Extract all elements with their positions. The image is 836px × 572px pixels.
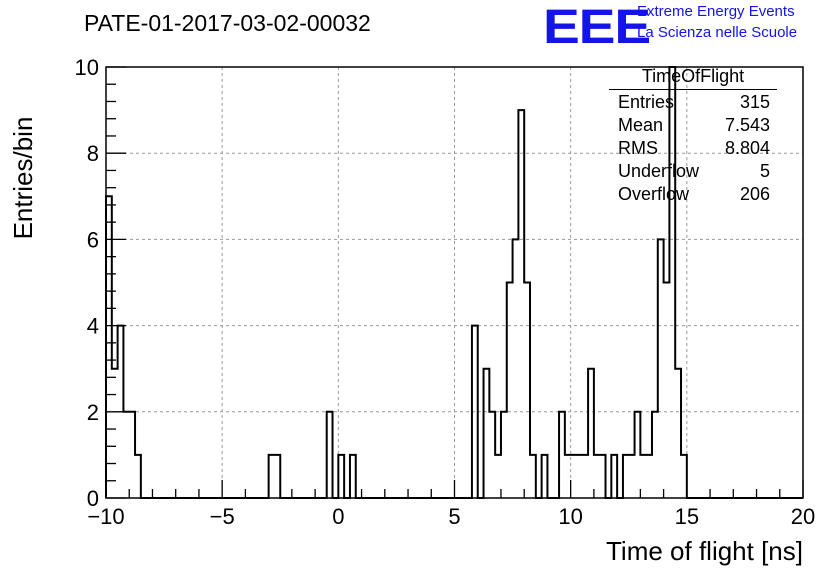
- stats-label: Mean: [618, 115, 664, 135]
- y-tick-label: 2: [87, 400, 99, 425]
- stats-value: 206: [739, 184, 770, 204]
- chart-title: PATE-01-2017-03-02-00032: [84, 10, 371, 36]
- stats-row-overflow: Overflow 206: [609, 183, 777, 206]
- stats-value: 315: [739, 92, 770, 112]
- x-axis-label: Time of flight [ns]: [606, 536, 803, 566]
- stats-row-underflow: Underflow 5: [609, 160, 777, 183]
- x-tick-label: −10: [87, 504, 124, 529]
- stats-label: RMS: [618, 138, 658, 158]
- x-tick-label: 0: [332, 504, 344, 529]
- axis-ticks: [105, 66, 804, 499]
- stats-row-rms: RMS 8.804: [609, 137, 777, 160]
- stats-value: 5: [759, 161, 770, 181]
- eee-logo: EEE: [543, 1, 651, 54]
- stats-box: TimeOfFlight Entries 315 Mean 7.543 RMS …: [609, 66, 777, 206]
- tick-labels: −10 −5 0 5 10 15 20 0 2 4 6 8 10: [75, 55, 816, 529]
- y-tick-label: 10: [75, 55, 99, 80]
- stats-value: 8.804: [724, 138, 770, 158]
- stats-row-entries: Entries 315: [609, 91, 777, 114]
- stats-label: Underflow: [618, 161, 700, 181]
- x-tick-label: 5: [448, 504, 460, 529]
- stats-value: 7.543: [724, 115, 770, 135]
- y-tick-label: 8: [87, 141, 99, 166]
- y-tick-label: 6: [87, 227, 99, 252]
- logo-line-2: La Scienza nelle Scuole: [637, 24, 798, 41]
- stats-title: TimeOfFlight: [609, 66, 777, 90]
- x-tick-label: −5: [210, 504, 235, 529]
- y-axis-label: Entries/bin: [8, 117, 38, 240]
- x-tick-label: 10: [558, 504, 582, 529]
- stats-row-mean: Mean 7.543: [609, 114, 777, 137]
- x-tick-label: 15: [675, 504, 699, 529]
- y-tick-label: 0: [87, 486, 99, 511]
- y-tick-label: 4: [87, 314, 99, 339]
- grid-lines: [106, 67, 803, 498]
- stats-label: Entries: [618, 92, 675, 112]
- logo-line-1: Extreme Energy Events: [637, 3, 795, 20]
- x-tick-label: 20: [791, 504, 815, 529]
- stats-label: Overflow: [618, 184, 690, 204]
